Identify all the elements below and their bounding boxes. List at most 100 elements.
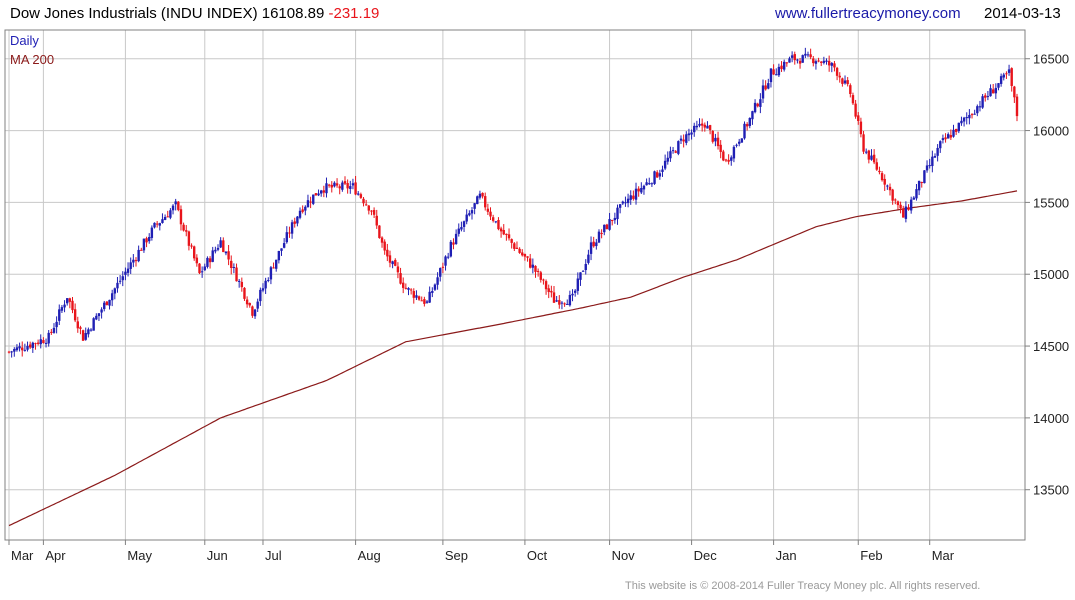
x-tick-label: Mar [932, 548, 955, 563]
candle-body [404, 287, 408, 289]
candle-body [700, 123, 704, 126]
candle-body [79, 327, 82, 329]
candle-body [142, 238, 146, 251]
candle-body [767, 83, 770, 89]
candle-body [566, 303, 569, 305]
candle-body [179, 209, 183, 225]
website-link[interactable]: www.fullertreacymoney.com [775, 5, 961, 22]
candle-body [703, 124, 707, 128]
candle-body [391, 261, 394, 265]
candle-body [732, 146, 736, 159]
candle-body [351, 183, 355, 186]
candle-body [716, 137, 720, 147]
candle-body [825, 60, 828, 62]
candle-body [883, 178, 886, 185]
candle-body [812, 58, 815, 64]
candle-body [449, 241, 453, 257]
candle-body [616, 207, 619, 220]
candle-body [782, 61, 786, 70]
candle-body [772, 69, 775, 75]
candle-body [251, 306, 254, 316]
candle-body [124, 271, 127, 275]
candle-body [216, 247, 220, 250]
y-tick-label: 14000 [1033, 411, 1069, 426]
candle-body [621, 201, 624, 204]
candle-body [174, 201, 177, 205]
candle-body [468, 213, 471, 216]
candle-body [190, 245, 193, 247]
candle-body [198, 263, 201, 274]
candle-body [7, 351, 11, 353]
candle-body [306, 200, 310, 208]
candle-body [491, 217, 495, 221]
candle-body [103, 302, 106, 310]
copyright-footer: This website is © 2008-2014 Fuller Treac… [625, 580, 981, 592]
candle-body [571, 293, 574, 296]
candle-body [550, 290, 553, 293]
candle-body [677, 141, 680, 154]
candle-body [981, 96, 984, 108]
candle-body [39, 339, 42, 345]
candle-body [761, 85, 765, 99]
candle-body [454, 233, 458, 244]
candle-body [227, 251, 230, 260]
candle-body [999, 76, 1003, 84]
candle-body [603, 224, 606, 233]
candle-body [904, 206, 908, 219]
candle-body [34, 343, 37, 345]
candle-body [399, 273, 402, 284]
candle-body [110, 293, 114, 301]
candle-body [991, 89, 995, 94]
candle-body [592, 241, 595, 247]
candle-body [357, 193, 360, 195]
candle-body [515, 247, 519, 249]
candle-body [378, 225, 381, 238]
candle-body [526, 256, 529, 258]
candle-body [756, 103, 759, 107]
candle-body [121, 276, 124, 281]
candle-body [669, 151, 672, 159]
candle-body [322, 190, 326, 193]
y-tick-label: 14500 [1033, 339, 1069, 354]
x-tick-label: Jan [776, 548, 797, 563]
candle-body [346, 183, 349, 189]
candle-body [859, 121, 863, 135]
candle-body [26, 345, 29, 350]
candle-body [208, 258, 212, 263]
candle-body [76, 321, 79, 329]
candle-body [843, 80, 847, 84]
candle-body [343, 181, 347, 184]
candle-body [962, 117, 966, 122]
candle-body [870, 155, 873, 160]
candle-body [648, 183, 651, 185]
candle-body [298, 210, 302, 218]
candle-body [388, 255, 392, 263]
candle-body [282, 243, 286, 248]
candle-body [817, 60, 820, 62]
candle-body [290, 222, 294, 234]
candle-body [997, 83, 1000, 88]
candle-body [55, 321, 58, 328]
candle-body [277, 250, 281, 261]
candle-body [42, 340, 45, 344]
candle-body [581, 270, 585, 272]
candle-body [13, 348, 16, 352]
candle-body [613, 217, 617, 221]
y-tick-label: 13500 [1033, 483, 1069, 498]
candle-body [470, 210, 474, 214]
candle-body [256, 301, 259, 309]
candle-body [547, 288, 550, 293]
candle-body [788, 58, 791, 63]
candle-body [595, 242, 598, 247]
candle-body [36, 342, 40, 344]
candle-body [126, 268, 130, 273]
candle-body [909, 199, 913, 211]
candle-body [568, 294, 572, 306]
legend-daily: Daily [10, 33, 39, 48]
candle-body [579, 272, 582, 280]
candle-body [203, 266, 206, 271]
candle-body [917, 180, 921, 191]
candle-body [600, 233, 603, 235]
candle-body [558, 300, 561, 305]
candle-body [66, 298, 69, 304]
